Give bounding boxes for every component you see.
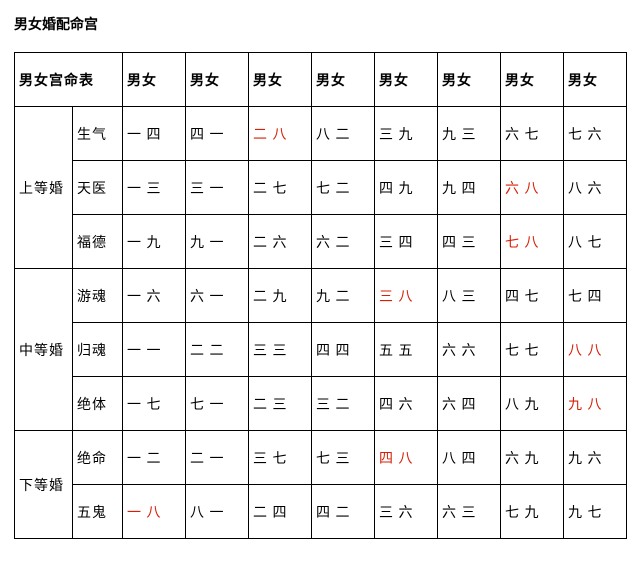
- page-title: 男女婚配命宫: [14, 14, 626, 34]
- data-cell: 八 二: [312, 107, 375, 161]
- data-cell: 三 八: [375, 269, 438, 323]
- data-cell: 六 一: [186, 269, 249, 323]
- data-cell: 七 七: [501, 323, 564, 377]
- table-body: 上等婚生气一 四四 一二 八八 二三 九九 三六 七七 六天医一 三三 一二 七…: [15, 107, 627, 539]
- data-cell: 九 一: [186, 215, 249, 269]
- grade-cell: 下等婚: [15, 431, 73, 539]
- data-cell: 一 六: [123, 269, 186, 323]
- table-row: 归魂一 一二 二三 三四 四五 五六 六七 七八 八: [15, 323, 627, 377]
- header-col: 男女: [564, 53, 627, 107]
- data-cell: 二 九: [249, 269, 312, 323]
- table-header: 男女宫命表 男女 男女 男女 男女 男女 男女 男女 男女: [15, 53, 627, 107]
- header-col: 男女: [501, 53, 564, 107]
- data-cell: 六 二: [312, 215, 375, 269]
- data-cell: 八 一: [186, 485, 249, 539]
- data-cell: 九 六: [564, 431, 627, 485]
- table-row: 中等婚游魂一 六六 一二 九九 二三 八八 三四 七七 四: [15, 269, 627, 323]
- table-row: 绝体一 七七 一二 三三 二四 六六 四八 九九 八: [15, 377, 627, 431]
- data-cell: 八 六: [564, 161, 627, 215]
- data-cell: 九 四: [438, 161, 501, 215]
- grade-cell: 中等婚: [15, 269, 73, 431]
- type-cell: 绝命: [73, 431, 123, 485]
- data-cell: 三 六: [375, 485, 438, 539]
- data-cell: 四 一: [186, 107, 249, 161]
- data-cell: 七 六: [564, 107, 627, 161]
- data-cell: 二 七: [249, 161, 312, 215]
- data-cell: 八 八: [564, 323, 627, 377]
- data-cell: 四 四: [312, 323, 375, 377]
- data-cell: 一 八: [123, 485, 186, 539]
- data-cell: 六 四: [438, 377, 501, 431]
- data-cell: 一 一: [123, 323, 186, 377]
- header-col: 男女: [375, 53, 438, 107]
- data-cell: 三 二: [312, 377, 375, 431]
- type-cell: 五鬼: [73, 485, 123, 539]
- data-cell: 三 九: [375, 107, 438, 161]
- data-cell: 一 四: [123, 107, 186, 161]
- header-col: 男女: [438, 53, 501, 107]
- data-cell: 九 三: [438, 107, 501, 161]
- header-corner: 男女宫命表: [15, 53, 123, 107]
- type-cell: 生气: [73, 107, 123, 161]
- table-row: 天医一 三三 一二 七七 二四 九九 四六 八八 六: [15, 161, 627, 215]
- data-cell: 五 五: [375, 323, 438, 377]
- header-col: 男女: [249, 53, 312, 107]
- data-cell: 六 九: [501, 431, 564, 485]
- data-cell: 八 四: [438, 431, 501, 485]
- data-cell: 七 三: [312, 431, 375, 485]
- table-row: 下等婚绝命一 二二 一三 七七 三四 八八 四六 九九 六: [15, 431, 627, 485]
- data-cell: 二 四: [249, 485, 312, 539]
- header-col: 男女: [312, 53, 375, 107]
- data-cell: 六 八: [501, 161, 564, 215]
- header-col: 男女: [123, 53, 186, 107]
- data-cell: 七 九: [501, 485, 564, 539]
- data-cell: 七 四: [564, 269, 627, 323]
- data-cell: 三 四: [375, 215, 438, 269]
- data-cell: 一 九: [123, 215, 186, 269]
- data-cell: 六 三: [438, 485, 501, 539]
- data-cell: 一 七: [123, 377, 186, 431]
- type-cell: 福德: [73, 215, 123, 269]
- data-cell: 二 八: [249, 107, 312, 161]
- data-cell: 三 三: [249, 323, 312, 377]
- data-cell: 九 八: [564, 377, 627, 431]
- data-cell: 六 六: [438, 323, 501, 377]
- data-cell: 一 三: [123, 161, 186, 215]
- data-cell: 三 七: [249, 431, 312, 485]
- data-cell: 八 三: [438, 269, 501, 323]
- type-cell: 天医: [73, 161, 123, 215]
- data-cell: 四 六: [375, 377, 438, 431]
- grade-cell: 上等婚: [15, 107, 73, 269]
- type-cell: 游魂: [73, 269, 123, 323]
- data-cell: 八 七: [564, 215, 627, 269]
- data-cell: 七 一: [186, 377, 249, 431]
- table-row: 福德一 九九 一二 六六 二三 四四 三七 八八 七: [15, 215, 627, 269]
- table-row: 上等婚生气一 四四 一二 八八 二三 九九 三六 七七 六: [15, 107, 627, 161]
- data-cell: 二 一: [186, 431, 249, 485]
- data-cell: 四 三: [438, 215, 501, 269]
- data-cell: 四 二: [312, 485, 375, 539]
- marriage-palace-table: 男女宫命表 男女 男女 男女 男女 男女 男女 男女 男女 上等婚生气一 四四 …: [14, 52, 627, 539]
- data-cell: 四 七: [501, 269, 564, 323]
- data-cell: 八 九: [501, 377, 564, 431]
- type-cell: 绝体: [73, 377, 123, 431]
- data-cell: 二 六: [249, 215, 312, 269]
- data-cell: 九 七: [564, 485, 627, 539]
- data-cell: 四 八: [375, 431, 438, 485]
- data-cell: 三 一: [186, 161, 249, 215]
- data-cell: 二 二: [186, 323, 249, 377]
- type-cell: 归魂: [73, 323, 123, 377]
- data-cell: 七 八: [501, 215, 564, 269]
- data-cell: 二 三: [249, 377, 312, 431]
- data-cell: 四 九: [375, 161, 438, 215]
- data-cell: 七 二: [312, 161, 375, 215]
- data-cell: 九 二: [312, 269, 375, 323]
- data-cell: 六 七: [501, 107, 564, 161]
- table-row: 五鬼一 八八 一二 四四 二三 六六 三七 九九 七: [15, 485, 627, 539]
- header-col: 男女: [186, 53, 249, 107]
- data-cell: 一 二: [123, 431, 186, 485]
